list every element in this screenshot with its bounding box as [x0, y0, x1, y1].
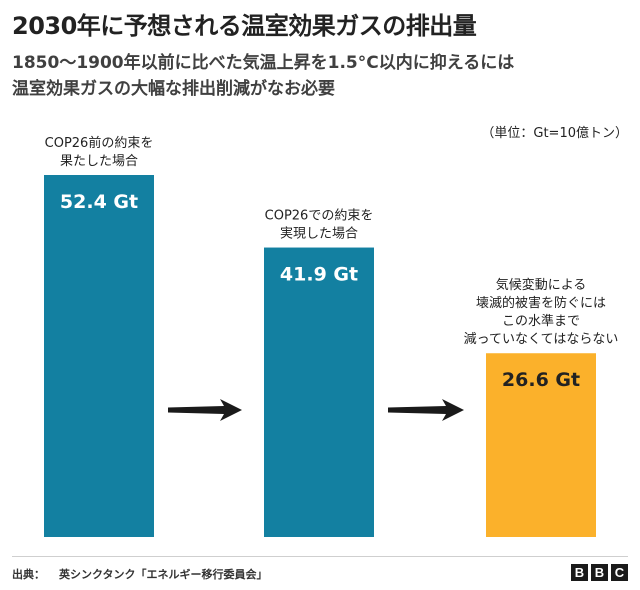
arrow-icon	[168, 399, 242, 421]
bar	[264, 247, 374, 538]
arrow-icon	[388, 399, 464, 421]
chart-subtitle: 1850〜1900年以前に比べた気温上昇を1.5°C以内に抑えるには 温室効果ガ…	[12, 50, 628, 102]
bar-value-label: 41.9 Gt	[280, 264, 358, 286]
bar	[44, 175, 154, 537]
subtitle-line-1: 1850〜1900年以前に比べた気温上昇を1.5°C以内に抑えるには	[12, 53, 515, 73]
footer-divider	[12, 556, 628, 557]
bbc-logo-letter: B	[591, 564, 608, 581]
source-label: 出典：	[12, 568, 45, 581]
source-text: 英シンクタンク「エネルギー移行委員会」	[59, 568, 268, 581]
subtitle-line-2: 温室効果ガスの大幅な排出削減がなお必要	[12, 79, 335, 99]
source-note: 出典： 英シンクタンク「エネルギー移行委員会」	[12, 566, 268, 582]
bbc-logo-letter: C	[611, 564, 628, 581]
bbc-logo-letter: B	[571, 564, 588, 581]
category-label: COP26での約束を	[265, 209, 374, 224]
category-label: 気候変動による	[496, 277, 587, 293]
category-label: 実現した場合	[280, 226, 358, 242]
bbc-logo: B B C	[571, 564, 628, 581]
bar	[486, 353, 596, 537]
category-label: 果たした場合	[60, 154, 138, 169]
chart-title: 2030年に予想される温室効果ガスの排出量	[12, 12, 477, 40]
category-label: 減っていなくてはならない	[464, 331, 619, 347]
unit-note: （単位：Gt=10億トン）	[481, 126, 628, 141]
bar-value-label: 52.4 Gt	[60, 191, 138, 213]
category-label: この水準まで	[502, 313, 580, 329]
category-label: COP26前の約束を	[45, 135, 154, 151]
bar-value-label: 26.6 Gt	[502, 369, 580, 391]
category-label: 壊滅的被害を防ぐには	[476, 295, 606, 311]
